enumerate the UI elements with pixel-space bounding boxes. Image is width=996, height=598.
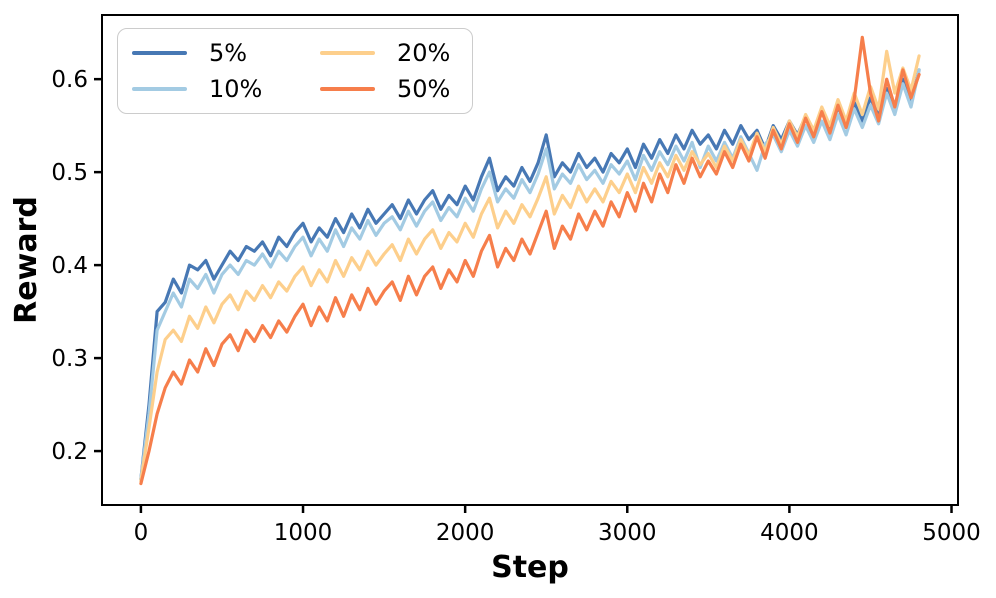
- legend-line-swatch: [132, 86, 187, 92]
- legend-label: 10%: [209, 75, 263, 103]
- x-tick-label: 4000: [760, 520, 819, 546]
- legend-label: 5%: [209, 39, 248, 67]
- y-tick-label: 0.5: [51, 160, 88, 186]
- legend-line-swatch: [320, 86, 375, 92]
- plot-frame: [101, 14, 959, 506]
- series-line-20pct: [139, 49, 921, 483]
- x-axis-label: Step: [491, 550, 569, 585]
- y-axis-ticks: 0.2 0.3 0.4 0.5 0.6: [51, 67, 102, 465]
- legend-item-5pct: 5%: [132, 41, 270, 65]
- y-tick-label: 0.2: [51, 439, 88, 465]
- legend-line-swatch: [320, 50, 375, 56]
- x-axis-ticks: 0 1000 2000 3000 4000 5000: [134, 505, 981, 546]
- legend: 5% 10% 20% 50%: [117, 28, 473, 114]
- x-tick-label: 5000: [922, 520, 981, 546]
- series-line-10pct: [139, 68, 921, 481]
- legend-item-20pct: 20%: [320, 41, 458, 65]
- y-tick-label: 0.3: [51, 346, 88, 372]
- legend-label: 50%: [397, 75, 451, 103]
- x-tick-label: 0: [134, 520, 149, 546]
- legend-line-swatch: [132, 50, 187, 56]
- legend-label: 20%: [397, 39, 451, 67]
- y-axis-label: Reward: [9, 196, 44, 324]
- legend-item-10pct: 10%: [132, 77, 270, 101]
- x-tick-label: 3000: [598, 520, 657, 546]
- x-tick-label: 2000: [436, 520, 495, 546]
- x-tick-label: 1000: [274, 520, 333, 546]
- series-line-50pct: [139, 35, 921, 486]
- series-lines: [139, 35, 921, 486]
- y-tick-label: 0.4: [51, 253, 88, 279]
- legend-item-50pct: 50%: [320, 77, 458, 101]
- y-tick-label: 0.6: [51, 67, 88, 93]
- plot-border: [101, 14, 959, 506]
